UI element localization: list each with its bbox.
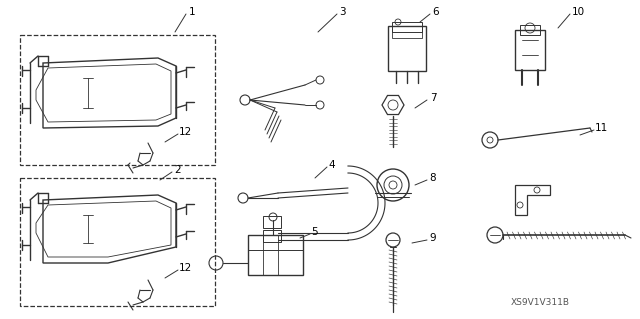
Text: 8: 8 <box>429 173 436 183</box>
Bar <box>392 26 422 38</box>
Text: 9: 9 <box>429 233 436 243</box>
Bar <box>248 235 303 275</box>
Text: 12: 12 <box>179 127 191 137</box>
Text: 1: 1 <box>189 7 195 17</box>
Text: 7: 7 <box>429 93 436 103</box>
Bar <box>263 216 281 228</box>
Text: 5: 5 <box>312 227 318 237</box>
Bar <box>248 235 303 250</box>
Text: 4: 4 <box>329 160 335 170</box>
Text: 3: 3 <box>339 7 346 17</box>
Text: 10: 10 <box>572 7 584 17</box>
Bar <box>20 35 215 165</box>
Text: 6: 6 <box>433 7 439 17</box>
Bar <box>20 178 215 306</box>
Bar <box>392 22 422 32</box>
Bar <box>520 25 540 35</box>
Bar <box>515 30 545 70</box>
Text: 11: 11 <box>595 123 607 133</box>
Text: 12: 12 <box>179 263 191 273</box>
Bar <box>263 230 281 242</box>
Bar <box>388 26 426 71</box>
Text: 2: 2 <box>175 165 181 175</box>
Text: XS9V1V311B: XS9V1V311B <box>511 298 570 307</box>
